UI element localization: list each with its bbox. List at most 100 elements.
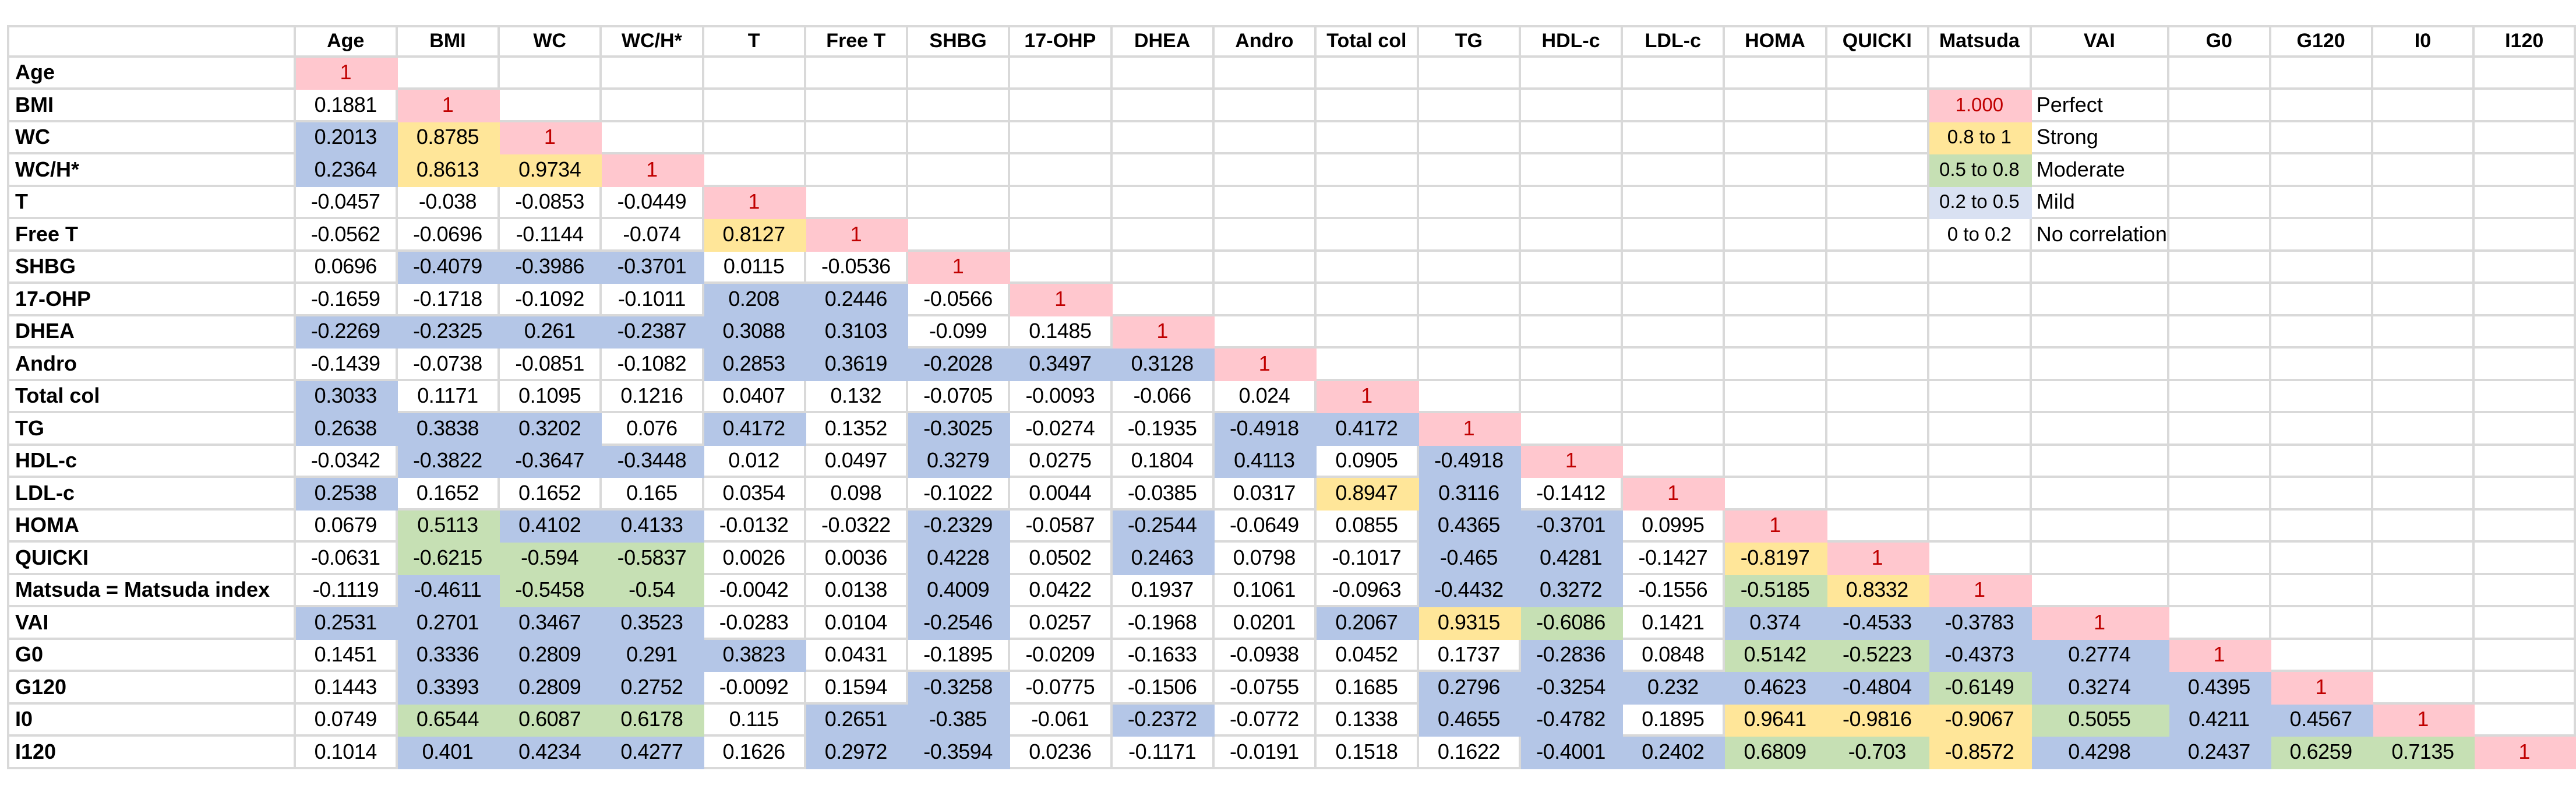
empty-cell bbox=[1316, 284, 1419, 316]
row-label: 17-OHP bbox=[7, 284, 296, 316]
empty-cell bbox=[1112, 284, 1215, 316]
diagonal-cell: 1 bbox=[2271, 672, 2373, 705]
matrix-cell: -0.3448 bbox=[602, 445, 704, 478]
row-label: WC/H* bbox=[7, 154, 296, 187]
empty-cell bbox=[2271, 478, 2373, 511]
empty-cell bbox=[2373, 543, 2475, 575]
matrix-cell: -0.3986 bbox=[500, 251, 602, 284]
empty-cell bbox=[1112, 251, 1215, 284]
matrix-cell: -0.1011 bbox=[602, 284, 704, 316]
empty-cell bbox=[2373, 57, 2475, 90]
matrix-cell: -0.0631 bbox=[295, 543, 398, 575]
empty-cell bbox=[2373, 90, 2475, 122]
empty-cell bbox=[1929, 284, 2032, 316]
empty-cell bbox=[1010, 90, 1113, 122]
empty-cell bbox=[1214, 316, 1317, 349]
matrix-cell: 0.1061 bbox=[1214, 575, 1317, 607]
matrix-cell: -0.5223 bbox=[1827, 639, 1929, 672]
matrix-cell: 0.8332 bbox=[1827, 575, 1929, 607]
matrix-cell: 0.098 bbox=[806, 478, 908, 511]
diagonal-cell: 1 bbox=[2169, 639, 2271, 672]
matrix-cell: 0.5142 bbox=[1725, 639, 1827, 672]
matrix-cell: -0.0093 bbox=[1010, 381, 1113, 413]
empty-cell bbox=[2031, 510, 2169, 543]
matrix-cell: 0.0502 bbox=[1010, 543, 1113, 575]
empty-cell bbox=[1418, 90, 1521, 122]
empty-cell bbox=[2373, 219, 2475, 252]
empty-cell bbox=[2169, 57, 2271, 90]
empty-cell bbox=[2031, 445, 2169, 478]
empty-cell bbox=[1725, 90, 1827, 122]
empty-cell bbox=[1316, 122, 1419, 154]
matrix-cell: 0.1216 bbox=[602, 381, 704, 413]
empty-cell bbox=[1521, 349, 1624, 381]
matrix-cell: 0.0201 bbox=[1214, 607, 1317, 640]
empty-cell bbox=[1929, 381, 2032, 413]
diagonal-cell: 1 bbox=[2475, 737, 2576, 769]
matrix-cell: -0.0457 bbox=[295, 186, 398, 219]
matrix-cell: 0.1622 bbox=[1418, 737, 1521, 769]
diagonal-cell: 1 bbox=[1827, 543, 1929, 575]
empty-cell bbox=[908, 122, 1011, 154]
empty-cell bbox=[1929, 251, 2032, 284]
empty-cell bbox=[2475, 445, 2576, 478]
matrix-cell: -0.074 bbox=[602, 219, 704, 252]
matrix-cell: 0.2972 bbox=[806, 737, 908, 769]
empty-cell bbox=[1623, 445, 1725, 478]
matrix-cell: -0.0191 bbox=[1214, 737, 1317, 769]
empty-cell bbox=[908, 57, 1011, 90]
empty-cell bbox=[1010, 186, 1113, 219]
row-label: T bbox=[7, 186, 296, 219]
empty-cell bbox=[1521, 284, 1624, 316]
matrix-cell: 0.2013 bbox=[295, 122, 398, 154]
column-header: 17-OHP bbox=[1010, 25, 1113, 58]
empty-cell bbox=[704, 154, 806, 187]
matrix-cell: 0.0275 bbox=[1010, 445, 1113, 478]
empty-cell bbox=[1112, 186, 1215, 219]
empty-cell bbox=[1725, 57, 1827, 90]
matrix-cell: 0.2538 bbox=[295, 478, 398, 511]
empty-cell bbox=[397, 57, 500, 90]
matrix-cell: 0.1937 bbox=[1112, 575, 1215, 607]
matrix-cell: 0.4395 bbox=[2169, 672, 2271, 705]
matrix-cell: 0.4228 bbox=[908, 543, 1011, 575]
empty-cell bbox=[1623, 349, 1725, 381]
matrix-cell: 0.1451 bbox=[295, 639, 398, 672]
empty-cell bbox=[1521, 316, 1624, 349]
matrix-cell: 0.3619 bbox=[806, 349, 908, 381]
empty-cell bbox=[2169, 445, 2271, 478]
matrix-cell: 0.3838 bbox=[397, 413, 500, 446]
matrix-cell: 0.2437 bbox=[2169, 737, 2271, 769]
empty-cell bbox=[2475, 510, 2576, 543]
empty-cell bbox=[1010, 57, 1113, 90]
empty-cell bbox=[1929, 413, 2032, 446]
legend-range-cell: 0.8 to 1 bbox=[1929, 122, 2032, 154]
matrix-cell: 0.8127 bbox=[704, 219, 806, 252]
empty-cell bbox=[1112, 122, 1215, 154]
empty-cell bbox=[1316, 349, 1419, 381]
matrix-cell: -0.066 bbox=[1112, 381, 1215, 413]
empty-cell bbox=[1521, 90, 1624, 122]
diagonal-cell: 1 bbox=[1112, 316, 1215, 349]
empty-cell bbox=[602, 90, 704, 122]
empty-cell bbox=[2271, 381, 2373, 413]
matrix-cell: 0.6087 bbox=[500, 704, 602, 737]
matrix-cell: -0.0562 bbox=[295, 219, 398, 252]
empty-cell bbox=[1827, 57, 1929, 90]
column-header: Total col bbox=[1316, 25, 1419, 58]
empty-cell bbox=[1827, 90, 1929, 122]
matrix-cell: -0.0853 bbox=[500, 186, 602, 219]
empty-cell bbox=[2475, 607, 2576, 640]
matrix-cell: 0.6259 bbox=[2271, 737, 2373, 769]
empty-cell bbox=[2373, 381, 2475, 413]
matrix-cell: 0.0138 bbox=[806, 575, 908, 607]
diagonal-cell: 1 bbox=[806, 219, 908, 252]
empty-cell bbox=[806, 186, 908, 219]
matrix-cell: -0.3647 bbox=[500, 445, 602, 478]
matrix-cell: -0.0696 bbox=[397, 219, 500, 252]
column-header: VAI bbox=[2031, 25, 2169, 58]
empty-cell bbox=[2169, 154, 2271, 187]
row-label: HOMA bbox=[7, 510, 296, 543]
empty-cell bbox=[2169, 186, 2271, 219]
matrix-cell: 0.1895 bbox=[1623, 704, 1725, 737]
